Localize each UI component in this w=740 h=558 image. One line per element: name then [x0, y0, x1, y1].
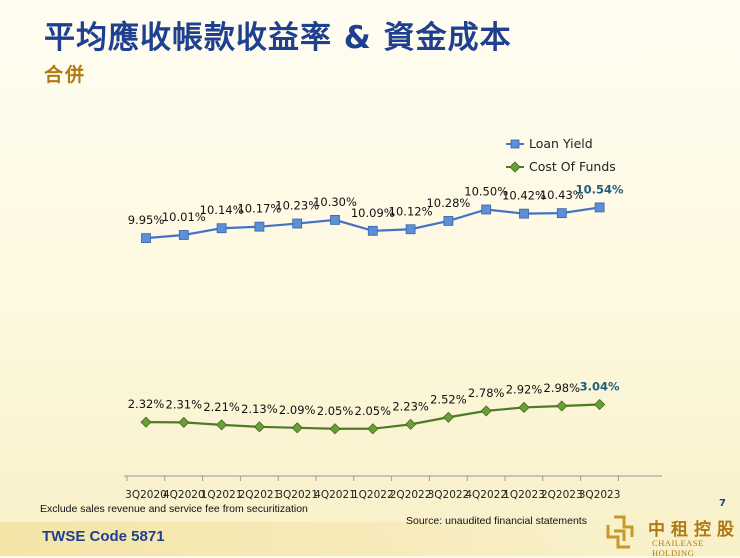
x-tick-label: 3Q2020 [125, 489, 167, 501]
logo-chinese-text: 中租控股 [648, 520, 740, 540]
x-tick-label: 2Q2021 [239, 489, 281, 501]
data-point [330, 214, 340, 225]
data-point [556, 208, 567, 219]
data-point [442, 411, 454, 423]
data-label: 2.05% [317, 404, 354, 418]
data-label: 10.09% [351, 206, 395, 220]
data-point [594, 202, 605, 213]
stock-code: TWSE Code 5871 [42, 528, 165, 545]
data-point [291, 422, 303, 434]
data-point [178, 416, 190, 428]
legend-cost-of-funds-marker [509, 161, 521, 173]
data-label: 10.14% [200, 203, 244, 217]
data-label: 10.50% [464, 185, 508, 199]
legend-loan-yield-label: Loan Yield [529, 136, 593, 151]
x-tick-label: 4Q2022 [465, 489, 507, 501]
series-loan-yield: 9.95%10.01%10.14%10.17%10.23%10.30%10.09… [128, 182, 624, 244]
x-tick-label: 4Q2020 [163, 489, 205, 501]
data-label: 2.92% [506, 382, 543, 396]
data-label: 2.09% [279, 403, 316, 417]
data-point [292, 218, 303, 229]
data-point [216, 419, 228, 431]
x-tick-label: 1Q2022 [352, 489, 394, 501]
x-tick-label: 2Q2023 [541, 489, 583, 501]
data-label: 10.12% [389, 204, 433, 218]
x-tick-label: 2Q2022 [390, 489, 432, 501]
data-point [556, 400, 568, 412]
x-axis-ticks [126, 476, 619, 481]
data-label: 10.17% [237, 202, 281, 216]
data-point [367, 423, 379, 435]
data-point [481, 204, 492, 215]
data-point [480, 405, 492, 417]
source-note: Source: unaudited financial statements [406, 515, 587, 527]
data-label: 10.28% [426, 196, 470, 210]
data-point [594, 398, 606, 411]
logo-english-text: CHAILEASE HOLDING [652, 538, 704, 558]
stock-code-band [0, 522, 600, 556]
data-label: 2.21% [203, 400, 240, 414]
x-tick-label: 1Q2023 [503, 489, 545, 501]
x-tick-label: 1Q2021 [201, 489, 243, 501]
data-label: 9.95% [128, 213, 165, 227]
legend-loan-yield-marker [510, 139, 520, 149]
data-point [141, 233, 151, 244]
data-label: 2.32% [128, 397, 165, 411]
legend-cost-of-funds-label: Cost Of Funds [529, 159, 616, 174]
data-label: 2.78% [468, 386, 505, 400]
data-label: 3.04% [580, 380, 620, 394]
x-tick-label: 4Q2021 [314, 489, 356, 501]
data-label: 10.54% [576, 182, 624, 196]
data-point [140, 416, 152, 428]
data-point [253, 421, 265, 433]
page-number: 7 [719, 498, 726, 509]
chailease-logo-icon [606, 515, 634, 549]
data-label: 10.42% [502, 189, 546, 203]
data-label: 10.43% [540, 188, 584, 202]
slide-subtitle: 合併 [44, 64, 87, 86]
data-point [329, 423, 341, 435]
chart-legend: Loan Yield Cost Of Funds [506, 136, 616, 174]
data-point [216, 223, 227, 234]
data-label: 2.31% [166, 397, 203, 411]
x-axis-labels: 3Q20204Q20201Q20212Q20213Q20214Q20211Q20… [125, 489, 620, 501]
data-label: 10.01% [162, 210, 206, 224]
data-point [405, 224, 416, 235]
data-label: 2.13% [241, 402, 278, 416]
x-tick-label: 3Q2021 [276, 489, 318, 501]
data-label: 2.98% [544, 381, 581, 395]
data-point [519, 208, 529, 219]
data-point [367, 225, 378, 236]
data-point [443, 216, 454, 226]
footnote: Exclude sales revenue and service fee fr… [40, 503, 308, 515]
series-cost-of-funds: 2.32% 2.31% 2.21% 2.13% 2.09% 2.05% 2.05% 2.23%… [128, 380, 620, 435]
data-point [405, 418, 417, 430]
data-label: 10.30% [313, 195, 357, 209]
x-tick-label: 3Q2022 [428, 489, 470, 501]
slide-title: 平均應收帳款收益率 & 資金成本 [44, 20, 512, 56]
data-label: 2.52% [430, 392, 467, 406]
data-label: 10.23% [275, 199, 319, 213]
data-label: 2.23% [392, 399, 429, 413]
data-label: 2.05% [355, 404, 392, 418]
x-tick-label: 3Q2023 [579, 489, 621, 501]
data-point [254, 221, 265, 232]
data-point [178, 230, 189, 240]
data-point [518, 401, 530, 414]
